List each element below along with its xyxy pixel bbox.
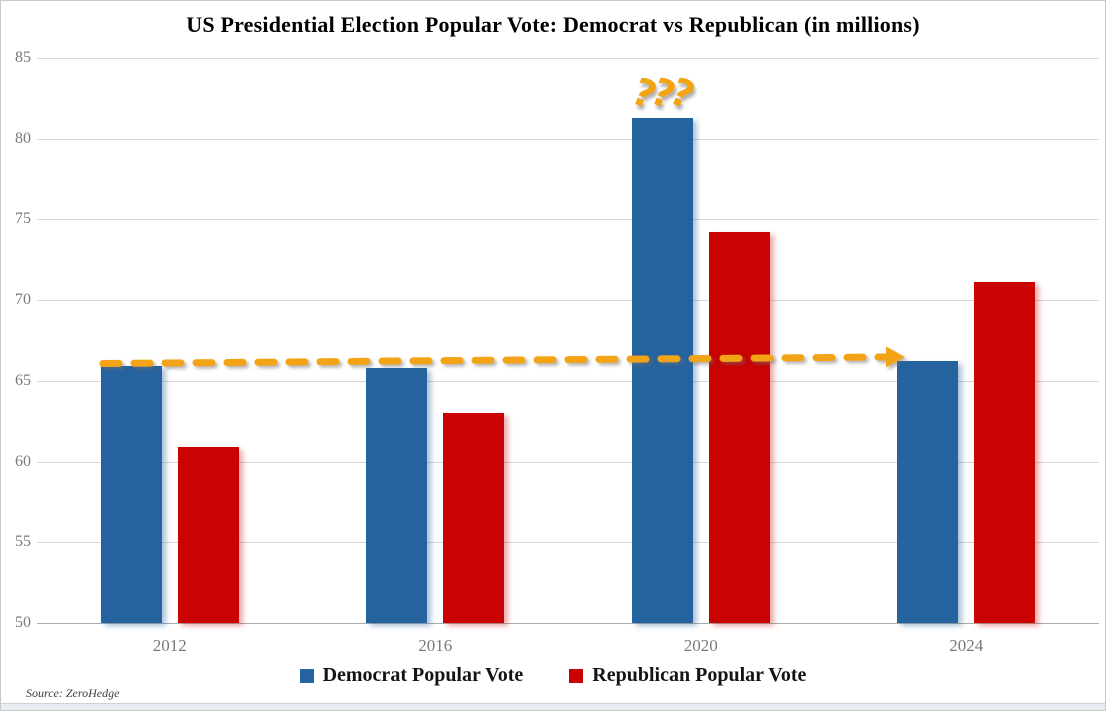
gridline	[37, 380, 1099, 382]
question-marks-annotation: ???	[626, 68, 699, 117]
gridline	[37, 542, 1099, 544]
y-axis-tick-label: 55	[15, 533, 31, 551]
bar-rep-2012	[177, 447, 239, 623]
y-axis-tick-label: 65	[15, 371, 31, 389]
legend-item-democrat: Democrat Popular Vote	[299, 664, 524, 687]
bar-dem-2024	[897, 361, 959, 623]
x-axis-category-label: 2012	[152, 636, 187, 655]
chart-legend: Democrat Popular Vote Republican Popular…	[1, 664, 1105, 687]
bar-rep-2024	[974, 282, 1036, 623]
republican-swatch-icon	[569, 668, 584, 683]
gridline	[37, 300, 1099, 302]
bar-rep-2016	[443, 413, 505, 623]
x-axis-baseline	[37, 623, 1099, 624]
y-axis-tick-label: 85	[15, 49, 31, 66]
chart-title: US Presidential Election Popular Vote: D…	[186, 12, 920, 37]
y-axis-tick-label: 75	[15, 210, 31, 228]
legend-label-republican: Republican Popular Vote	[592, 664, 807, 686]
bar-rep-2020	[708, 232, 770, 623]
x-axis-category-label: 2024	[949, 636, 984, 655]
gridline	[37, 58, 1099, 59]
x-axis-category-label: 2020	[683, 636, 718, 655]
legend-item-republican: Republican Popular Vote	[569, 664, 806, 687]
y-axis-tick-label: 50	[15, 614, 31, 631]
gridline	[37, 138, 1099, 140]
legend-label-democrat: Democrat Popular Vote	[322, 664, 524, 686]
democrat-swatch-icon	[299, 668, 314, 683]
gridline	[37, 219, 1099, 221]
gridline	[37, 461, 1099, 463]
footer-strip	[1, 703, 1105, 710]
x-axis-category-label: 2016	[418, 636, 453, 655]
bar-dem-2020	[631, 117, 693, 623]
source-note: Source: ZeroHedge	[26, 686, 120, 700]
y-axis-tick-label: 80	[15, 129, 31, 147]
bar-dem-2012	[100, 366, 162, 623]
y-axis-tick-label: 70	[15, 291, 31, 309]
bar-dem-2016	[366, 367, 428, 623]
y-axis-tick-label: 60	[15, 452, 31, 470]
